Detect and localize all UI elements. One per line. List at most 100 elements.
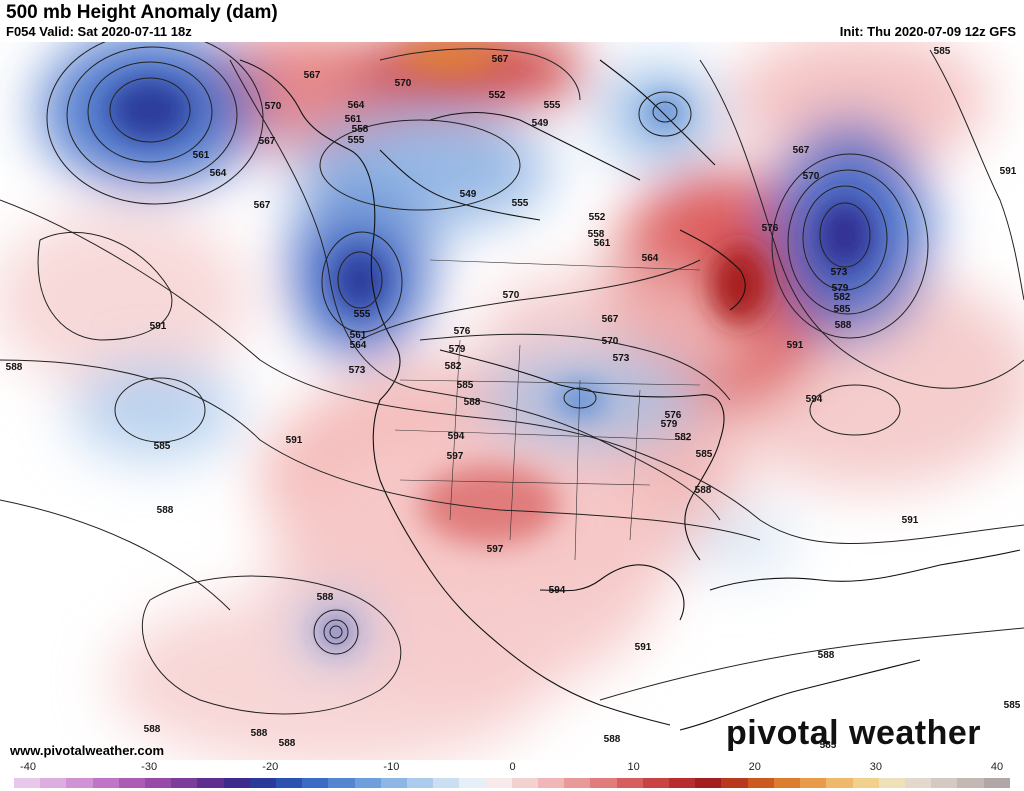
colorbar-swatch: [302, 778, 329, 788]
contour-label: 564: [350, 340, 367, 351]
contour-label: 588: [604, 734, 621, 745]
colorbar-swatch: [511, 778, 539, 788]
colorbar-swatch: [485, 778, 512, 788]
contour-label: 567: [304, 70, 321, 81]
colorbar-swatch: [197, 778, 224, 788]
contour-label: 549: [460, 189, 477, 200]
colorbar-tick-label: 30: [869, 761, 882, 773]
colorbar-swatch: [66, 778, 93, 788]
contour-label: 579: [832, 283, 849, 294]
colorbar-swatch: [354, 778, 381, 788]
colorbar-swatch: [878, 778, 905, 788]
contour-label: 576: [665, 410, 682, 421]
contour-label: 591: [787, 340, 804, 351]
contour-label: 570: [265, 101, 282, 112]
height-contours: [0, 42, 1024, 715]
contour-label: 591: [635, 642, 652, 653]
colorbar-swatch: [171, 778, 198, 788]
contour-label: 591: [286, 435, 303, 446]
contour-label: 561: [193, 150, 210, 161]
colorbar-tick-label: 0: [509, 761, 516, 773]
contour-label: 555: [348, 135, 365, 146]
contour-label: 579: [661, 419, 678, 430]
colorbar-swatch: [852, 778, 879, 788]
contour-label: 585: [1004, 700, 1021, 711]
contour-label: 582: [834, 292, 851, 303]
contour-label: 564: [642, 253, 659, 264]
website-url: www.pivotalweather.com: [10, 743, 165, 758]
contour-label: 576: [762, 223, 779, 234]
colorbar-swatch: [564, 778, 591, 788]
contour-label: 588: [835, 320, 852, 331]
contour-label: 558: [588, 229, 605, 240]
contour-label: 588: [251, 728, 268, 739]
colorbar-swatch: [773, 778, 801, 788]
contour-label: 582: [445, 361, 462, 372]
contour-label: 552: [489, 90, 506, 101]
colorbar-swatch: [826, 778, 853, 788]
contour-label: 567: [492, 54, 509, 65]
colorbar-tick-label: 40: [990, 761, 1004, 773]
colorbar-swatch: [983, 778, 1010, 788]
contour-label: 567: [254, 200, 271, 211]
contour-label: 585: [834, 304, 851, 315]
contour-label: 597: [487, 544, 504, 555]
contour-label: 591: [1000, 166, 1017, 177]
colorbar-swatch: [721, 778, 748, 788]
colorbar-swatch: [276, 778, 303, 788]
contour-label: 585: [696, 449, 713, 460]
contour-label: 588: [144, 724, 161, 735]
contour-label: 549: [532, 118, 549, 129]
valid-time: F054 Valid: Sat 2020-07-11 18z: [6, 24, 192, 39]
contour-label: 573: [613, 353, 630, 364]
contour-label: 555: [512, 198, 529, 209]
contour-label: 573: [831, 267, 848, 278]
contour-label: 591: [902, 515, 919, 526]
contour-label: 597: [447, 451, 464, 462]
colorbar-swatch: [616, 778, 643, 788]
colorbar-tick-label: -20: [262, 761, 279, 773]
colorbar-swatch: [800, 778, 827, 788]
colorbar-swatch: [249, 778, 277, 788]
colorbar-swatch: [40, 778, 67, 788]
colorbar-tick-label: -30: [141, 761, 158, 773]
contour-label: 570: [503, 290, 520, 301]
contour-label: 567: [259, 136, 276, 147]
colorbar-swatch: [459, 778, 486, 788]
colorbar-swatch: [145, 778, 172, 788]
map-header: 500 mb Height Anomaly (dam) F054 Valid: …: [0, 0, 1024, 42]
contour-label: 588: [279, 738, 296, 749]
contour-label: 570: [395, 78, 412, 89]
brand-logo: pivotal weather: [726, 714, 982, 752]
anomaly-shading: [0, 42, 1024, 760]
colorbar-swatch: [669, 778, 696, 788]
contour-label: 558: [352, 124, 369, 135]
colorbar-swatch: [407, 778, 434, 788]
contour-label: 585: [820, 740, 837, 751]
contour-label: 588: [464, 397, 481, 408]
contour-label: 552: [589, 212, 606, 223]
contour-label: 588: [818, 650, 835, 661]
contour-label: 561: [594, 238, 611, 249]
colorbar: [14, 778, 1010, 788]
map-title: 500 mb Height Anomaly (dam): [6, 2, 278, 23]
contour-label: 588: [695, 485, 712, 496]
contour-label: 564: [348, 100, 365, 111]
contour-label: 567: [793, 145, 810, 156]
colorbar-tick-label: -40: [20, 761, 36, 773]
colorbar-swatch: [957, 778, 984, 788]
contour-label: 588: [317, 592, 334, 603]
colorbar-swatch: [433, 778, 460, 788]
contour-label: 576: [454, 326, 471, 337]
contour-label: 594: [806, 394, 823, 405]
contour-label: 570: [602, 336, 619, 347]
contour-label: 561: [350, 330, 367, 341]
colorbar-swatch: [747, 778, 774, 788]
colorbar-swatch: [328, 778, 355, 788]
coastlines: [239, 59, 1021, 731]
contour-label: 585: [154, 441, 171, 452]
contour-label: 582: [675, 432, 692, 443]
contour-label: 588: [157, 505, 174, 516]
